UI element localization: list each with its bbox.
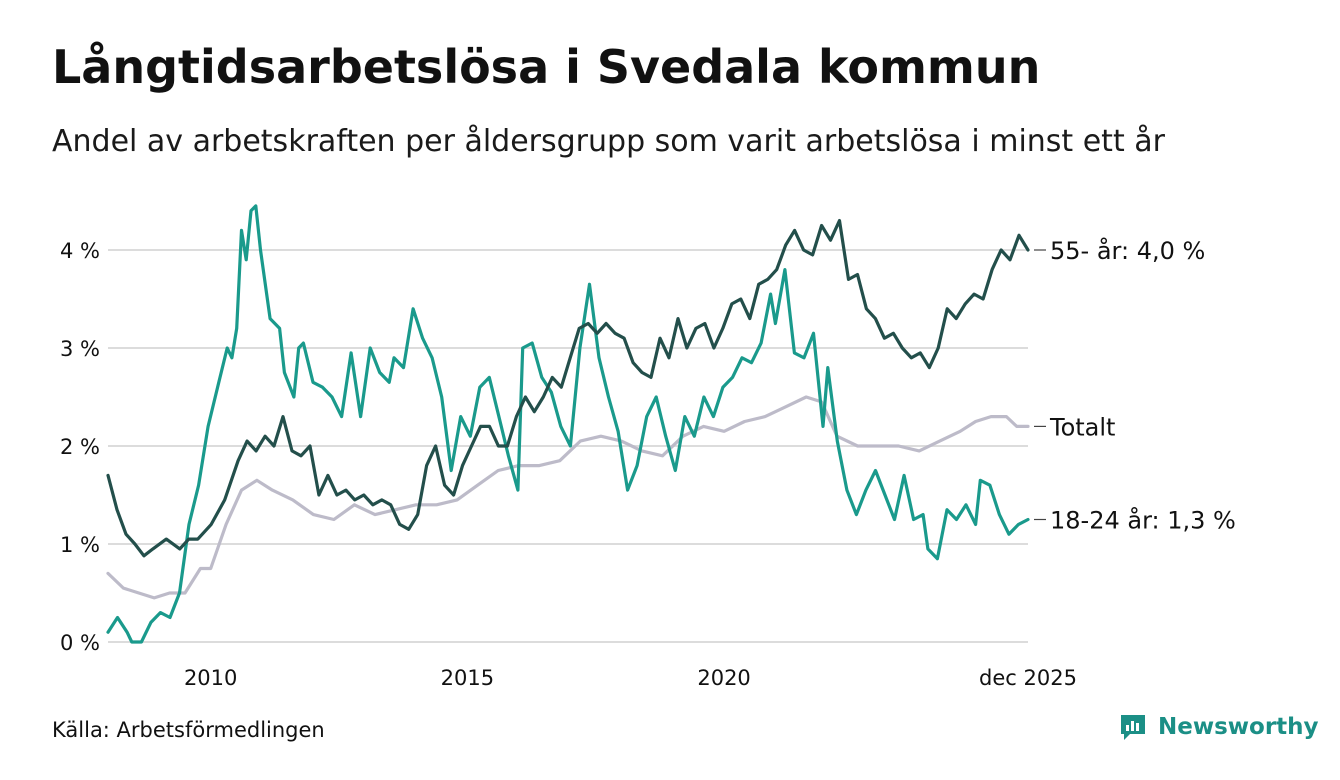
y-tick-label: 0 % xyxy=(60,631,100,655)
series-line-0 xyxy=(106,395,1030,600)
newsworthy-logo-icon xyxy=(1121,715,1145,740)
y-tick-label: 4 % xyxy=(60,239,100,263)
chart-title: Långtidsarbetslösa i Svedala kommun xyxy=(52,40,1041,94)
x-tick-label: dec 2025 xyxy=(979,666,1077,690)
series-line-1 xyxy=(106,204,1030,644)
y-tick-label: 1 % xyxy=(60,533,100,557)
series-labels: Totalt 18-24 år: 1,3 % 55- år: 4,0 % xyxy=(1034,236,1236,535)
x-axis: 2010 2015 2020 dec 2025 xyxy=(184,666,1077,690)
brand-logo: Newsworthy xyxy=(1118,712,1319,742)
y-axis: 0 % 1 % 2 % 3 % 4 % xyxy=(60,239,100,655)
chart-subtitle: Andel av arbetskraften per åldersgrupp s… xyxy=(52,124,1165,159)
series-end-label: 55- år: 4,0 % xyxy=(1050,236,1205,265)
x-tick-label: 2020 xyxy=(697,666,750,690)
series-line-2 xyxy=(106,219,1030,558)
series-end-label: 18-24 år: 1,3 % xyxy=(1050,506,1236,535)
x-tick-label: 2015 xyxy=(441,666,494,690)
series-lines xyxy=(106,204,1030,644)
y-tick-label: 2 % xyxy=(60,435,100,459)
series-end-label: Totalt xyxy=(1049,413,1115,441)
x-tick-label: 2010 xyxy=(184,666,237,690)
brand-name: Newsworthy xyxy=(1158,714,1319,740)
y-tick-label: 3 % xyxy=(60,337,100,361)
source-note: Källa: Arbetsförmedlingen xyxy=(52,718,325,742)
